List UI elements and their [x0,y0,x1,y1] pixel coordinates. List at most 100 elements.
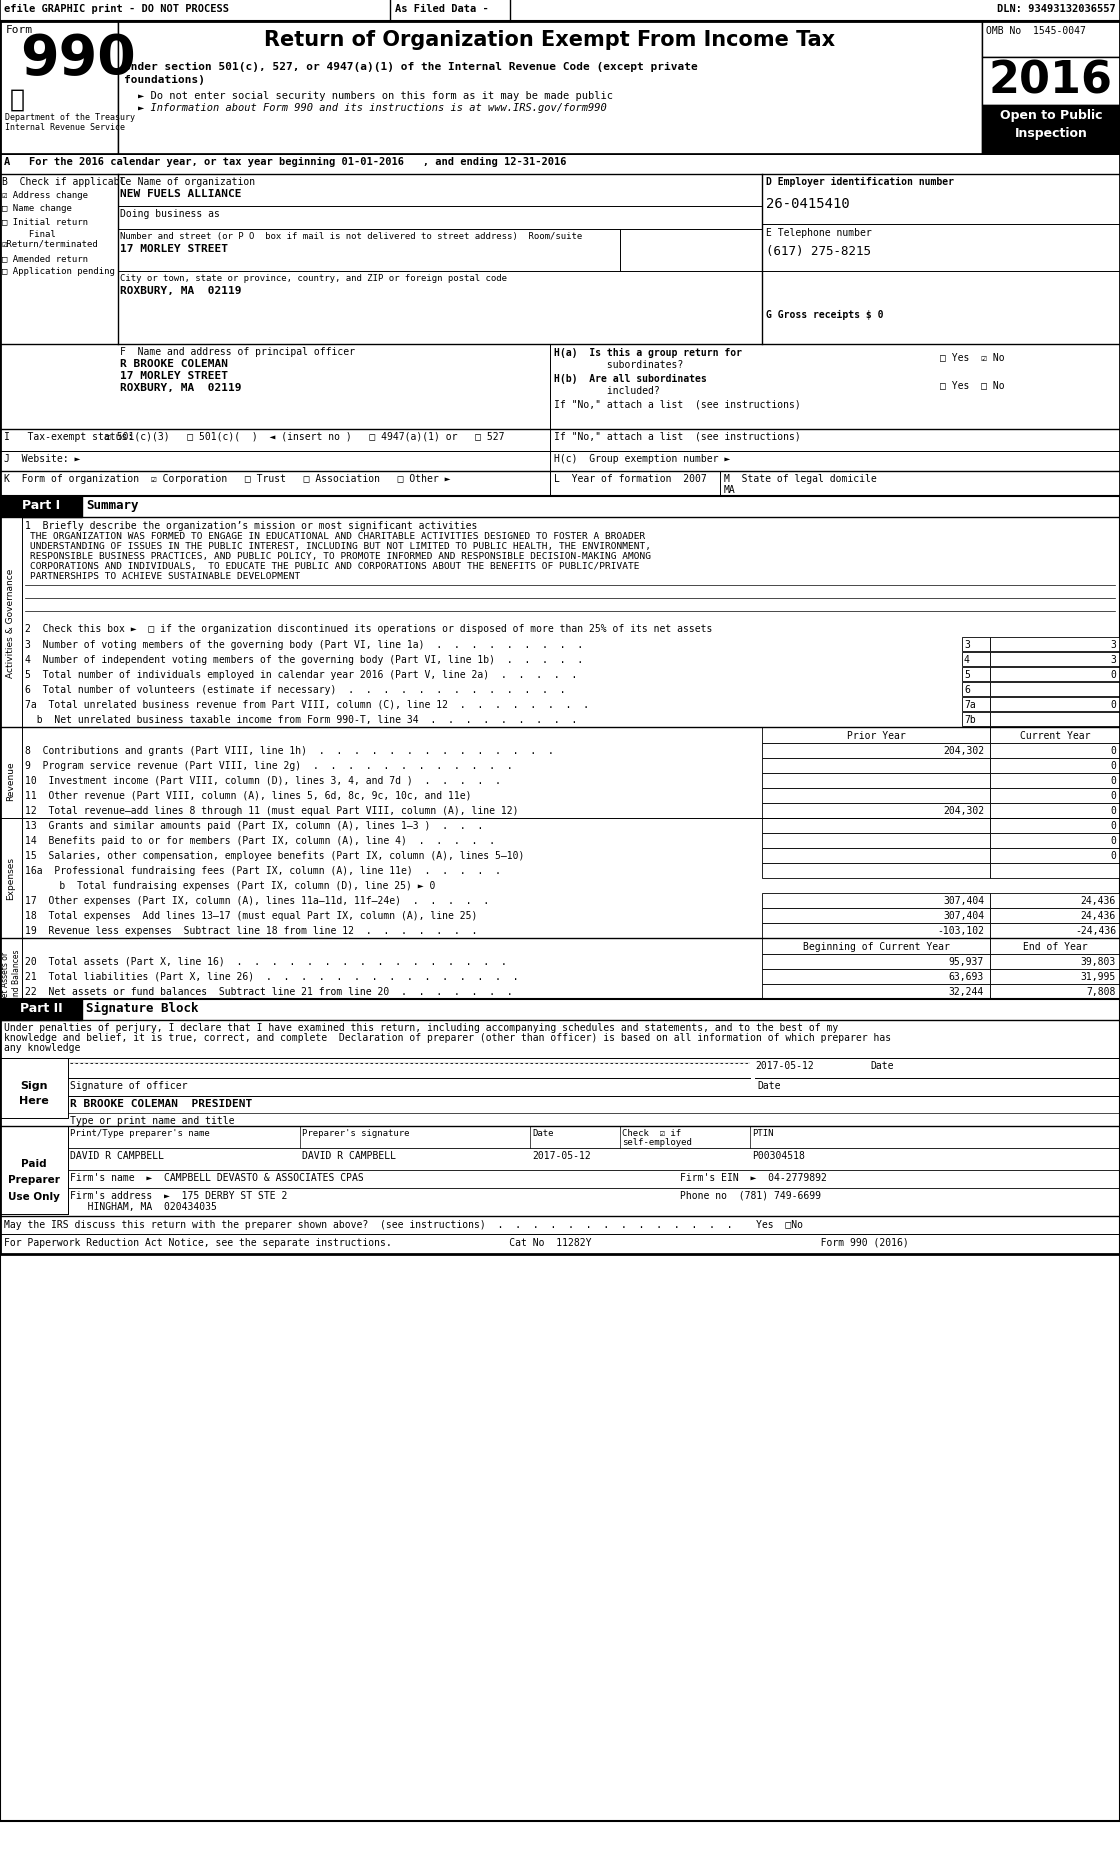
Text: Part II: Part II [20,1001,63,1014]
Text: Signature Block: Signature Block [86,1001,198,1014]
Text: End of Year: End of Year [1023,941,1088,951]
Text: F  Name and address of principal officer: F Name and address of principal officer [120,347,355,356]
Bar [990,774,1120,788]
Bar [762,727,990,744]
Bar [762,788,990,803]
Text: 1  Briefly describe the organization’s mission or most significant activities: 1 Briefly describe the organization’s mi… [25,520,477,531]
Bar [990,697,1120,712]
Text: If "No," attach a list  (see instructions): If "No," attach a list (see instructions… [554,399,801,410]
Text: 7b: 7b [964,714,976,725]
Text: 307,404: 307,404 [943,910,984,921]
Text: Sign
Here: Sign Here [19,1081,49,1105]
Bar [990,938,1120,954]
Text: 7a  Total unrelated business revenue from Part VIII, column (C), line 12  .  .  : 7a Total unrelated business revenue from… [25,699,589,710]
Text: G Gross receipts $ 0: G Gross receipts $ 0 [766,309,884,321]
Text: City or town, state or province, country, and ZIP or foreign postal code: City or town, state or province, country… [120,274,507,283]
Text: OMB No  1545-0047: OMB No 1545-0047 [986,26,1086,35]
Text: M  State of legal domicile: M State of legal domicile [724,473,877,485]
Bar [762,969,990,984]
Text: For Paperwork Reduction Act Notice, see the separate instructions.              : For Paperwork Reduction Act Notice, see … [4,1238,908,1247]
Text: 22  Net assets or fund balances  Subtract line 21 from line 20  .  .  .  .  .  .: 22 Net assets or fund balances Subtract … [25,986,513,997]
Bar [762,923,990,938]
Bar [962,637,990,652]
Text: PTIN: PTIN [752,1128,774,1137]
Text: THE ORGANIZATION WAS FORMED TO ENGAGE IN EDUCATIONAL AND CHARITABLE ACTIVITIES D: THE ORGANIZATION WAS FORMED TO ENGAGE IN… [30,531,645,541]
Bar [0,1126,68,1213]
Bar [762,908,990,923]
Text: Activities & Governance: Activities & Governance [7,569,16,677]
Text: 0: 0 [1110,805,1116,816]
Text: 0: 0 [1110,699,1116,710]
Text: 2  Check this box ►  □ if the organization discontinued its operations or dispos: 2 Check this box ► □ if the organization… [25,624,712,634]
Text: b  Net unrelated business taxable income from Form 990-T, line 34  .  .  .  .  .: b Net unrelated business taxable income … [25,714,577,725]
Text: 6: 6 [964,684,970,695]
Text: Date: Date [870,1061,894,1070]
Bar [990,908,1120,923]
Text: 32,244: 32,244 [949,986,984,997]
Text: 15  Salaries, other compensation, employee benefits (Part IX, column (A), lines : 15 Salaries, other compensation, employe… [25,850,524,861]
Text: 3: 3 [964,639,970,651]
Text: 0: 0 [1110,775,1116,785]
Text: ROXBURY, MA  02119: ROXBURY, MA 02119 [120,382,242,393]
Text: CORPORATIONS AND INDIVIDUALS,  TO EDUCATE THE PUBLIC AND CORPORATIONS ABOUT THE : CORPORATIONS AND INDIVIDUALS, TO EDUCATE… [30,561,640,570]
Text: □ Amended return: □ Amended return [2,254,88,263]
Text: C  Name of organization: C Name of organization [120,177,255,186]
Bar [762,803,990,818]
Text: Internal Revenue Service: Internal Revenue Service [4,123,125,132]
Bar [762,938,990,954]
Text: ROXBURY, MA  02119: ROXBURY, MA 02119 [120,285,242,296]
Text: 3  Number of voting members of the governing body (Part VI, line 1a)  .  .  .  .: 3 Number of voting members of the govern… [25,639,584,651]
Bar [762,848,990,863]
Text: -103,102: -103,102 [937,926,984,936]
Text: 39,803: 39,803 [1081,956,1116,966]
Text: Revenue: Revenue [7,761,16,802]
Text: H(c)  Group exemption number ►: H(c) Group exemption number ► [554,453,730,464]
Text: self-employed: self-employed [622,1137,692,1146]
Text: Part I: Part I [22,500,60,513]
Text: Return of Organization Exempt From Income Tax: Return of Organization Exempt From Incom… [264,30,836,50]
Text: 4: 4 [964,654,970,665]
Text: Department of the Treasury: Department of the Treasury [4,114,136,121]
Bar [990,969,1120,984]
Text: L  Year of formation  2007: L Year of formation 2007 [554,473,707,485]
Text: Type or print name and title: Type or print name and title [69,1115,234,1126]
Text: If "No," attach a list  (see instructions): If "No," attach a list (see instructions… [554,432,801,442]
Bar [990,818,1120,833]
Bar [0,0,1120,22]
Bar [962,667,990,682]
Bar [990,863,1120,878]
Text: 3: 3 [1110,639,1116,651]
Bar [118,22,982,155]
Text: 63,693: 63,693 [949,971,984,982]
Text: Firm's name  ►  CAMPBELL DEVASTO & ASSOCIATES CPAS: Firm's name ► CAMPBELL DEVASTO & ASSOCIA… [69,1172,364,1182]
Text: A   For the 2016 calendar year, or tax year beginning 01-01-2016   , and ending : A For the 2016 calendar year, or tax yea… [4,157,567,168]
Bar [762,818,990,833]
Bar [962,682,990,697]
Bar [0,175,1120,345]
Text: 16a  Professional fundraising fees (Part IX, column (A), line 11e)  .  .  .  .  : 16a Professional fundraising fees (Part … [25,865,501,876]
Text: Firm's address  ►  175 DERBY ST STE 2: Firm's address ► 175 DERBY ST STE 2 [69,1191,288,1200]
Bar [762,744,990,759]
Text: 31,995: 31,995 [1081,971,1116,982]
Text: Paid
Preparer
Use Only: Paid Preparer Use Only [8,1158,60,1200]
Text: 3: 3 [1110,654,1116,665]
Text: efile GRAPHIC print - DO NOT PROCESS: efile GRAPHIC print - DO NOT PROCESS [4,4,228,15]
Text: Ⓝ: Ⓝ [10,88,25,112]
Text: 6  Total number of volunteers (estimate if necessary)  .  .  .  .  .  .  .  .  .: 6 Total number of volunteers (estimate i… [25,684,566,695]
Text: B  Check if applicable: B Check if applicable [2,177,131,186]
Text: 2017-05-12: 2017-05-12 [532,1150,590,1161]
Text: Print/Type preparer's name: Print/Type preparer's name [69,1128,209,1137]
Text: ► Information about Form 990 and its instructions is at www.IRS.gov/form990: ► Information about Form 990 and its ins… [138,103,607,114]
Text: 204,302: 204,302 [943,805,984,816]
Text: 0: 0 [1110,820,1116,831]
Text: H(b)  Are all subordinates: H(b) Are all subordinates [554,375,707,384]
Bar [0,518,22,999]
Text: ☑ 501(c)(3)   □ 501(c)(  )  ◄ (insert no )   □ 4947(a)(1) or   □ 527: ☑ 501(c)(3) □ 501(c)( ) ◄ (insert no ) □… [105,432,504,442]
Bar [990,833,1120,848]
Text: E Telephone number: E Telephone number [766,227,871,239]
Bar [990,788,1120,803]
Text: foundations): foundations) [124,75,205,86]
Bar [990,682,1120,697]
Text: knowledge and belief, it is true, correct, and complete  Declaration of preparer: knowledge and belief, it is true, correc… [4,1033,892,1042]
Text: PARTNERSHIPS TO ACHIEVE SUSTAINABLE DEVELOPMENT: PARTNERSHIPS TO ACHIEVE SUSTAINABLE DEVE… [30,572,300,582]
